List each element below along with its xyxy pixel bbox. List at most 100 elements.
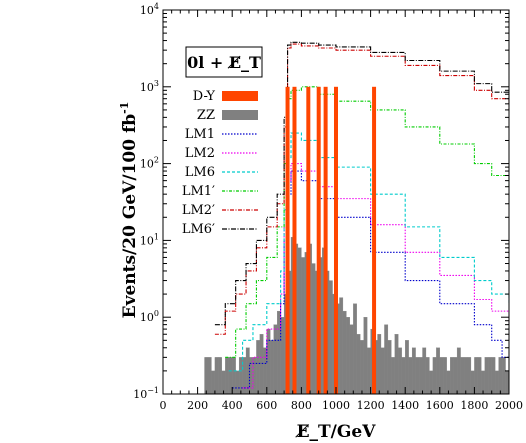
zz-bar <box>204 357 209 394</box>
zz-bar <box>218 357 222 394</box>
zz-bar <box>252 357 257 394</box>
legend-label: LM6′ <box>182 222 215 237</box>
zz-bar <box>418 357 423 394</box>
zz-bar <box>436 347 440 394</box>
zz-bar <box>311 263 316 394</box>
zz-bar <box>456 347 461 394</box>
zz-bar <box>484 357 489 394</box>
x-tick-label: 600 <box>256 399 277 412</box>
series-zz <box>204 237 509 394</box>
zz-bar <box>467 357 472 394</box>
y-tick-label: 101 <box>140 232 159 247</box>
zz-bar <box>463 357 468 394</box>
zz-bar <box>425 357 430 394</box>
dy-spike <box>334 86 338 394</box>
zz-bar <box>211 370 216 394</box>
zz-bar <box>443 357 447 394</box>
legend-label: D-Y <box>193 89 216 104</box>
x-tick-label: 1200 <box>357 399 385 412</box>
legend: D-Y ZZ LM1 LM2 LM6 LM1′ LM2′ LM6′ <box>182 89 258 237</box>
y-tick-label: 102 <box>140 156 159 171</box>
zz-bar <box>477 357 482 394</box>
y-tick-label: 104 <box>140 2 159 17</box>
zz-bar <box>353 303 357 394</box>
zz-bar <box>391 357 395 394</box>
zz-bar <box>460 357 465 394</box>
zz-bar <box>342 310 347 394</box>
legend-label: LM6 <box>185 165 215 180</box>
y-axis-title-exponent: -1 <box>118 102 131 114</box>
x-tick-label: 0 <box>160 399 167 412</box>
zz-bar <box>380 347 385 394</box>
x-tick-label: 400 <box>222 399 243 412</box>
y-axis: 10−1 100 101 102 103 104 <box>133 2 509 401</box>
zz-bar <box>432 357 437 394</box>
zz-bar <box>360 340 364 394</box>
y-tick-label: 10−1 <box>133 386 159 401</box>
plot-area: 0 200 400 600 800 1000 1200 1400 1600 1800 200010−… <box>133 2 523 412</box>
x-tick-label: 1000 <box>322 399 350 412</box>
zz-bar <box>339 297 344 394</box>
zz-bar <box>384 324 389 394</box>
series-dy <box>285 86 377 394</box>
zz-bar <box>439 357 444 394</box>
zz-bar <box>405 340 409 394</box>
zz-bar <box>495 370 499 394</box>
x-tick-label: 200 <box>187 399 208 412</box>
zz-bar <box>328 280 333 394</box>
zz-bar <box>377 334 382 394</box>
legend-label: ZZ <box>197 108 215 123</box>
y-tick-label: 103 <box>140 79 159 94</box>
zz-bar <box>411 347 416 394</box>
zz-bar <box>491 357 496 394</box>
series-lm2-line <box>214 43 509 335</box>
dy-spike <box>292 86 297 394</box>
zz-bar <box>363 317 368 394</box>
dy-spike <box>323 86 328 394</box>
dy-spike <box>285 86 290 394</box>
zz-bar <box>401 357 406 394</box>
zz-bar <box>366 347 371 394</box>
zz-bar <box>488 357 492 394</box>
legend-label: LM2′ <box>182 203 215 218</box>
zz-bar <box>249 357 254 394</box>
zz-bar <box>214 357 219 394</box>
zz-bar <box>232 357 236 394</box>
zz-bar <box>415 357 420 394</box>
zz-bar <box>273 324 278 394</box>
legend-item: LM1′ <box>182 184 258 199</box>
zz-bar <box>225 357 229 394</box>
legend-label: LM2 <box>185 146 215 161</box>
svg-text:Events/20 GeV/100 fb-1: Events/20 GeV/100 fb-1 <box>118 102 140 319</box>
legend-item: D-Y <box>193 89 258 104</box>
y-axis-title-text: Events/20 GeV/100 fb <box>120 114 140 319</box>
series-lm6-line <box>228 132 509 372</box>
zz-bar <box>301 257 306 394</box>
zz-bar <box>349 324 354 394</box>
legend-label: LM1′ <box>182 184 215 199</box>
legend-item: LM6 <box>185 165 258 180</box>
x-tick-label: 800 <box>291 399 312 412</box>
series-lm6-line <box>214 41 509 326</box>
zz-bar <box>470 370 475 394</box>
legend-item: ZZ <box>197 108 258 123</box>
zz-bar <box>207 357 212 394</box>
x-axis-title: E̸_T/GeV <box>295 422 377 442</box>
zz-bar <box>422 347 427 394</box>
dy-spike <box>372 86 377 394</box>
zz-bar <box>270 340 274 394</box>
x-tick-label: 1600 <box>426 399 454 412</box>
zz-bar <box>256 340 261 394</box>
plot-data-layer <box>204 41 509 394</box>
zz-bar <box>394 334 399 394</box>
legend-item: LM2′ <box>182 203 258 218</box>
zz-bar <box>453 357 458 394</box>
y-tick-label: 100 <box>140 309 159 324</box>
legend-swatch <box>222 91 258 101</box>
zz-bar <box>398 347 402 394</box>
zz-bar <box>356 334 361 394</box>
zz-bar <box>387 340 392 394</box>
legend-item: LM6′ <box>182 222 258 237</box>
legend-swatch <box>222 110 258 120</box>
